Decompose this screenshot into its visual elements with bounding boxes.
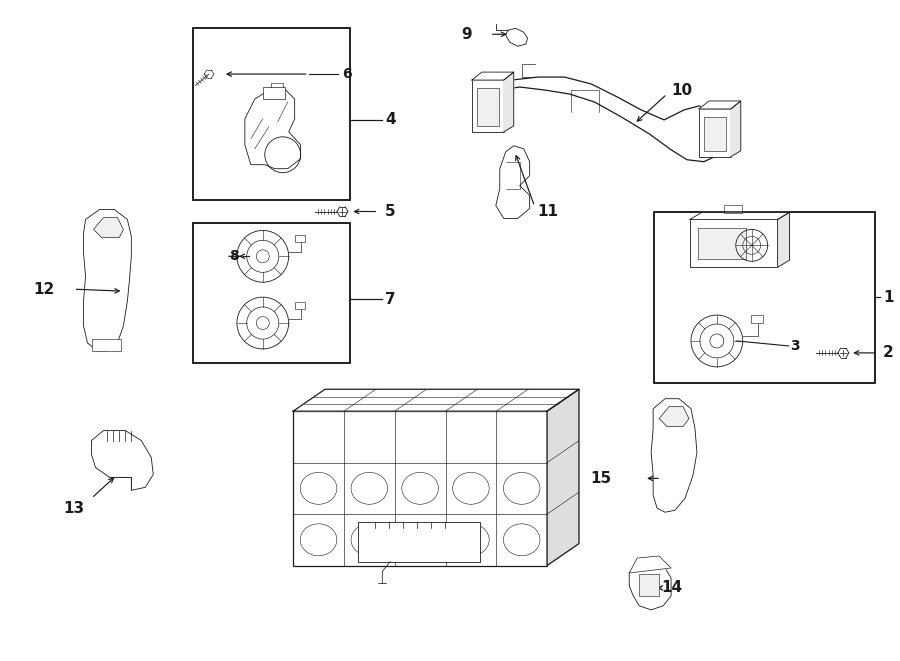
Bar xyxy=(92,339,122,351)
Text: 8: 8 xyxy=(230,249,238,263)
Text: 5: 5 xyxy=(385,204,396,219)
Bar xyxy=(472,80,504,132)
Text: 10: 10 xyxy=(671,83,692,98)
Text: 12: 12 xyxy=(34,282,55,297)
Text: 11: 11 xyxy=(537,204,559,219)
Ellipse shape xyxy=(453,524,490,556)
Bar xyxy=(704,117,725,151)
Bar xyxy=(477,88,499,126)
Polygon shape xyxy=(652,399,697,512)
Ellipse shape xyxy=(453,473,490,504)
Bar xyxy=(293,411,547,566)
Polygon shape xyxy=(472,72,514,80)
Bar xyxy=(654,212,875,383)
Polygon shape xyxy=(506,28,527,46)
Polygon shape xyxy=(482,77,731,162)
Bar xyxy=(751,315,762,323)
Polygon shape xyxy=(699,101,741,109)
Polygon shape xyxy=(690,212,789,219)
Polygon shape xyxy=(547,389,579,566)
Text: 15: 15 xyxy=(590,471,611,486)
Polygon shape xyxy=(94,217,123,237)
Ellipse shape xyxy=(503,524,540,556)
Ellipse shape xyxy=(401,524,438,556)
Ellipse shape xyxy=(503,473,540,504)
Text: 4: 4 xyxy=(385,112,396,128)
Polygon shape xyxy=(496,146,530,219)
Bar xyxy=(690,219,778,267)
Bar xyxy=(654,212,875,383)
Text: 14: 14 xyxy=(662,580,682,596)
Text: 1: 1 xyxy=(883,290,894,305)
Bar xyxy=(294,235,304,243)
Text: 9: 9 xyxy=(462,26,472,42)
Text: 13: 13 xyxy=(64,501,85,516)
Text: 2: 2 xyxy=(883,346,894,360)
Bar xyxy=(639,574,659,596)
Ellipse shape xyxy=(301,524,337,556)
Bar xyxy=(698,228,746,259)
Polygon shape xyxy=(245,89,301,169)
Polygon shape xyxy=(778,212,789,267)
Polygon shape xyxy=(84,210,131,351)
Bar xyxy=(263,87,284,99)
Bar xyxy=(194,223,350,363)
Polygon shape xyxy=(659,407,689,426)
Polygon shape xyxy=(629,562,671,610)
Text: 7: 7 xyxy=(385,292,396,307)
Polygon shape xyxy=(293,389,579,411)
Bar xyxy=(699,109,731,157)
Bar xyxy=(194,28,350,200)
Text: 3: 3 xyxy=(790,339,800,353)
Text: 6: 6 xyxy=(343,67,352,81)
Bar xyxy=(194,28,350,200)
Bar xyxy=(194,223,350,363)
Polygon shape xyxy=(92,430,153,490)
Polygon shape xyxy=(629,556,671,573)
Polygon shape xyxy=(731,101,741,157)
Bar xyxy=(358,522,480,562)
Bar xyxy=(294,302,304,309)
Polygon shape xyxy=(504,72,514,132)
Ellipse shape xyxy=(401,473,438,504)
Ellipse shape xyxy=(351,473,388,504)
Ellipse shape xyxy=(301,473,337,504)
Bar xyxy=(724,206,742,214)
Ellipse shape xyxy=(351,524,388,556)
